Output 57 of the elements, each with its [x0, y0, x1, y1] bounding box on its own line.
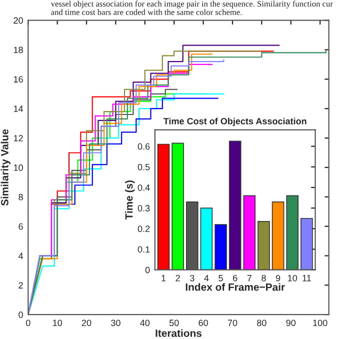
bar	[286, 195, 299, 270]
y-tick-label: 0.3	[138, 205, 150, 212]
x-tick-label: 5	[218, 275, 223, 282]
y-tick-label: 4	[18, 252, 24, 260]
bar	[200, 208, 213, 270]
x-tick-label: 40	[140, 320, 150, 326]
y-tick-label: 8	[18, 194, 23, 200]
y-tick-label: 6	[18, 223, 23, 230]
bar	[258, 221, 270, 270]
y-tick-label: 0.2	[138, 226, 150, 232]
x-tick-label: 30	[111, 320, 120, 326]
x-tick-label: 10	[53, 320, 62, 326]
y-tick-label: 0	[145, 266, 150, 274]
y-tick-label: 0.1	[138, 246, 150, 253]
bar	[214, 224, 227, 270]
x-tick-label: 80	[257, 320, 266, 326]
x-tick-label: 3	[190, 274, 194, 282]
x-tick-label: 0	[26, 320, 30, 326]
x-tick-label: 20	[82, 320, 92, 326]
x-tick-label: 60	[198, 320, 208, 326]
x-tick-label: 1	[162, 275, 166, 282]
x-tick-label: 70	[228, 320, 238, 326]
y-axis-title: Time (s)	[125, 180, 135, 220]
text: and time cost bars are coded with the same color scheme.	[51, 9, 242, 16]
x-axis-title: Index of Frame−Pair	[186, 283, 285, 291]
x-tick-label: 90	[286, 320, 296, 326]
bar	[228, 140, 242, 270]
x-tick-label: 11	[302, 275, 311, 282]
x-tick-label: 2	[176, 274, 180, 282]
y-tick-label: 0	[18, 312, 23, 318]
y-tick-label: 18	[14, 46, 23, 54]
bar	[272, 201, 284, 270]
y-tick-label: 10	[14, 164, 23, 171]
x-tick-label: 8	[262, 274, 266, 282]
bar	[243, 195, 256, 270]
y-tick-label: 0.4	[138, 184, 150, 191]
y-tick-label: 0.5	[138, 164, 150, 170]
y-tick-label: 12	[14, 135, 23, 142]
x-tick-label: 50	[169, 320, 179, 326]
y-tick-label: 14	[14, 106, 24, 112]
bar	[157, 144, 170, 270]
bar	[172, 142, 184, 270]
x-tick-label: 10	[288, 274, 298, 282]
chart-title: Time Cost of Objects Association	[163, 118, 306, 126]
y-tick-label: 2	[18, 282, 23, 288]
x-tick-label: 4	[204, 275, 209, 282]
x-tick-label: 6	[233, 274, 238, 282]
text: vessel object association for each image pair in the sequence. Similarity function cur	[50, 0, 333, 8]
x-tick-label: 100	[313, 320, 328, 326]
x-tick-label: 9	[276, 274, 280, 282]
y-tick-label: 20	[14, 17, 23, 24]
y-tick-label: 16	[14, 76, 23, 83]
x-tick-label: 7	[247, 275, 252, 282]
x-axis-title: Iterations	[156, 329, 202, 337]
y-axis-title: Similarity Value	[0, 129, 10, 206]
y-tick-label: 0.6	[138, 143, 150, 150]
bar	[300, 218, 313, 270]
